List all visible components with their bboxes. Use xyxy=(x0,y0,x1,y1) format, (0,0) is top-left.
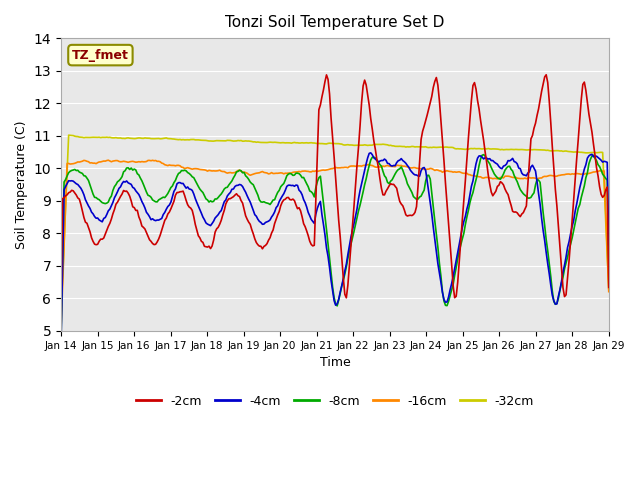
Line: -32cm: -32cm xyxy=(61,135,609,314)
Text: TZ_fmet: TZ_fmet xyxy=(72,48,129,61)
-2cm xyxy=(220,207,228,213)
-32cm xyxy=(65,132,72,138)
Line: -16cm: -16cm xyxy=(61,160,609,328)
-2cm xyxy=(124,190,132,196)
-32cm xyxy=(250,139,257,145)
Y-axis label: Soil Temperature (C): Soil Temperature (C) xyxy=(15,120,28,249)
Line: -4cm: -4cm xyxy=(61,153,609,344)
-4cm xyxy=(248,203,255,209)
-4cm xyxy=(124,180,132,186)
Title: Tonzi Soil Temperature Set D: Tonzi Soil Temperature Set D xyxy=(225,15,445,30)
-2cm xyxy=(605,285,612,290)
-16cm xyxy=(222,169,230,175)
-16cm xyxy=(576,171,584,177)
-4cm xyxy=(576,185,584,191)
-8cm xyxy=(220,186,228,192)
-16cm xyxy=(298,168,306,174)
-2cm xyxy=(239,200,246,206)
-32cm xyxy=(576,149,584,155)
-32cm xyxy=(222,138,230,144)
Line: -8cm: -8cm xyxy=(61,155,609,339)
Line: -2cm: -2cm xyxy=(61,75,609,298)
-32cm xyxy=(605,287,612,292)
-8cm xyxy=(480,152,488,157)
-2cm xyxy=(248,227,255,232)
-4cm xyxy=(367,150,374,156)
Legend: -2cm, -4cm, -8cm, -16cm, -32cm: -2cm, -4cm, -8cm, -16cm, -32cm xyxy=(131,390,539,413)
-16cm xyxy=(126,159,134,165)
-8cm xyxy=(297,172,305,178)
-8cm xyxy=(57,336,65,342)
-4cm xyxy=(239,184,246,190)
-32cm xyxy=(240,138,248,144)
-2cm xyxy=(577,96,585,102)
-32cm xyxy=(298,140,306,145)
-16cm xyxy=(250,171,257,177)
-8cm xyxy=(605,255,612,261)
-8cm xyxy=(248,180,255,186)
-32cm xyxy=(57,312,65,317)
-16cm xyxy=(57,325,65,331)
-32cm xyxy=(126,135,134,141)
-8cm xyxy=(239,170,246,176)
-2cm xyxy=(342,295,350,300)
-2cm xyxy=(542,72,550,78)
-4cm xyxy=(57,341,65,347)
-16cm xyxy=(104,157,112,163)
-16cm xyxy=(605,289,612,295)
-8cm xyxy=(576,202,584,207)
-2cm xyxy=(297,208,305,214)
-4cm xyxy=(220,199,228,204)
-8cm xyxy=(124,165,132,171)
-4cm xyxy=(297,189,305,194)
-16cm xyxy=(240,169,248,175)
-4cm xyxy=(605,242,612,248)
X-axis label: Time: Time xyxy=(319,356,350,369)
-2cm xyxy=(57,295,65,300)
